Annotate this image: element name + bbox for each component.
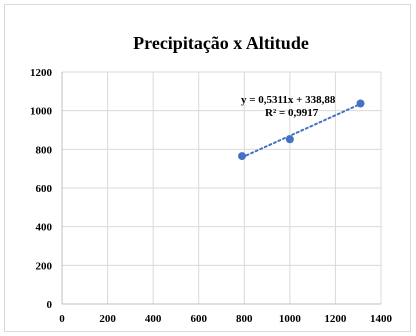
data-point <box>356 99 365 108</box>
x-tick-label: 0 <box>59 313 65 325</box>
data-point <box>285 135 294 144</box>
y-tick-label: 1200 <box>30 67 53 79</box>
tick-labels: 0 200 400 600 800 1000 1200 1400 0 200 400 600 800 10… <box>30 67 393 325</box>
chart-title: Precipitação x Altitude <box>133 33 309 53</box>
trendline <box>241 102 362 159</box>
data-points <box>238 99 365 161</box>
x-tick-label: 1200 <box>324 313 347 325</box>
y-tick-label: 800 <box>36 144 53 156</box>
x-tick-label: 1400 <box>370 313 393 325</box>
chart-frame: Precipitação x Altitude 0 200 400 600 800 100… <box>4 4 411 332</box>
scatter-chart: Precipitação x Altitude 0 200 400 600 800 100… <box>30 33 393 325</box>
grid-lines <box>62 71 382 304</box>
x-tick-label: 800 <box>236 313 253 325</box>
y-tick-label: 400 <box>36 222 53 234</box>
y-tick-label: 200 <box>36 260 53 272</box>
x-tick-label: 600 <box>190 313 207 325</box>
axes <box>61 72 381 305</box>
x-tick-label: 1000 <box>279 313 302 325</box>
trendline-r-squared: R² = 0,9917 <box>265 107 319 119</box>
y-tick-label: 600 <box>36 183 53 195</box>
x-tick-label: 200 <box>99 313 116 325</box>
trendline-group <box>241 102 362 159</box>
data-point <box>238 152 247 161</box>
y-tick-label: 0 <box>47 299 53 311</box>
trendline-equation: y = 0,5311x + 338,88 <box>241 94 336 106</box>
x-tick-label: 400 <box>145 313 162 325</box>
y-tick-label: 1000 <box>30 106 53 118</box>
